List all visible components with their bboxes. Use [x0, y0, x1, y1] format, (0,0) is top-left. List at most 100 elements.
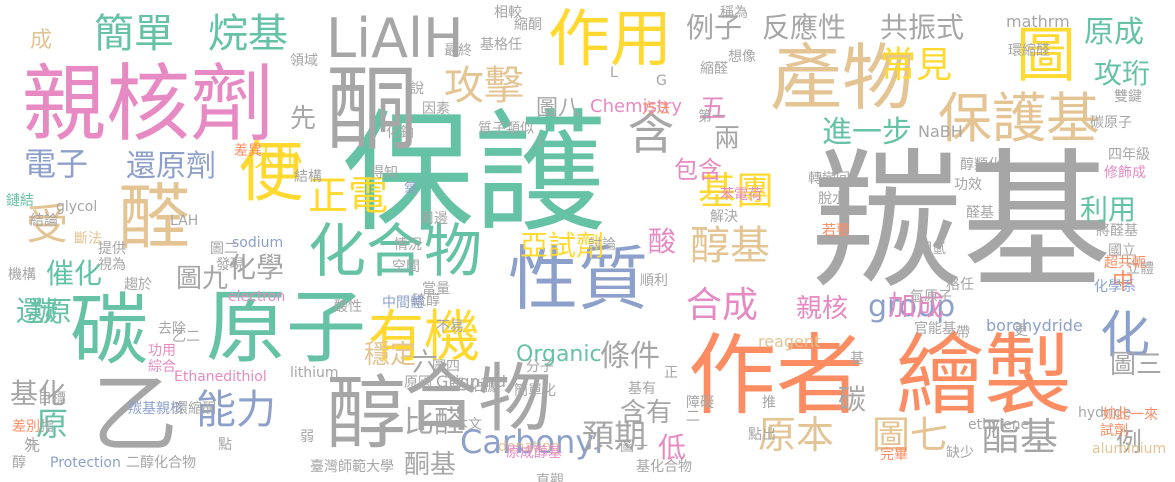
cloud-word: 綜合	[148, 359, 176, 375]
cloud-word: 化學	[228, 251, 285, 284]
cloud-word: 機構	[8, 267, 36, 283]
cloud-word: 還原劑	[126, 149, 216, 184]
cloud-word: 如此一來	[1102, 407, 1158, 423]
cloud-word: G	[656, 73, 667, 89]
cloud-word: 質子	[478, 121, 506, 137]
cloud-word: 二醇化合物	[126, 455, 196, 471]
cloud-word: 解決	[710, 209, 738, 225]
cloud-word: 原子	[206, 281, 366, 374]
cloud-word: 攻珩	[1094, 57, 1151, 90]
cloud-word: 能力	[196, 387, 276, 433]
cloud-word: donating	[498, 439, 561, 455]
cloud-word: Grignard	[436, 372, 506, 391]
cloud-word: 圖八	[536, 96, 581, 121]
cloud-word: 酸	[648, 225, 677, 258]
cloud-word: 趨於	[124, 277, 152, 293]
cloud-word: borohydride	[986, 316, 1083, 335]
cloud-word: 先	[290, 104, 317, 134]
cloud-word: 原成	[1084, 15, 1144, 50]
cloud-word: 五	[700, 94, 727, 124]
cloud-word: 圖三	[1110, 350, 1163, 380]
cloud-word: sodium	[232, 235, 284, 251]
cloud-word: 成	[30, 28, 53, 53]
cloud-word: 酮	[326, 56, 419, 163]
cloud-word: 含有	[620, 398, 673, 428]
cloud-word: 化合物	[308, 217, 483, 285]
cloud-word: 親核劑	[22, 55, 275, 153]
cloud-word: L	[610, 65, 618, 81]
cloud-word: 提供	[98, 241, 126, 257]
cloud-word: 烷基	[208, 11, 288, 57]
cloud-word: 當量	[422, 281, 450, 297]
cloud-word: 醇	[326, 367, 406, 460]
cloud-word: 合物	[404, 356, 552, 442]
cloud-word: 基化	[10, 377, 67, 410]
cloud-word: 進一步	[822, 115, 912, 150]
cloud-word: 氧	[404, 181, 418, 197]
cloud-word: 點	[218, 437, 232, 453]
cloud-word: 中	[1112, 270, 1135, 295]
cloud-word: 周邊	[420, 211, 448, 227]
cloud-word: 碳	[838, 383, 867, 416]
cloud-word: 推	[762, 395, 776, 411]
cloud-word: 轉變回	[808, 171, 850, 187]
cloud-word: 化	[1100, 306, 1150, 364]
cloud-word: 硫醇	[412, 293, 440, 309]
cloud-word: 超共軛	[1104, 255, 1146, 271]
cloud-word: 點出	[748, 427, 776, 443]
cloud-word: 羰基親核	[128, 401, 184, 417]
cloud-word: mathrm	[1006, 12, 1070, 31]
cloud-word: 受	[26, 200, 69, 249]
cloud-word: 直觀	[536, 473, 564, 482]
cloud-word: 圖九	[176, 264, 229, 294]
cloud-word: Chemistry	[590, 96, 683, 117]
cloud-word: 保護基	[938, 87, 1100, 150]
cloud-word: 因素	[422, 101, 450, 117]
cloud-word: 發現	[216, 257, 244, 273]
cloud-word: Protection	[50, 455, 121, 471]
cloud-word: 基團	[698, 169, 775, 213]
cloud-word: 圖	[1016, 21, 1076, 91]
cloud-word: 正	[664, 365, 678, 381]
cloud-word: 圖四	[432, 359, 460, 375]
cloud-word: 目標	[38, 391, 66, 407]
cloud-word: 酯基	[982, 415, 1059, 459]
cloud-word: glycol	[56, 199, 98, 215]
cloud-word: 兩	[714, 124, 741, 154]
cloud-word: Carbonyl	[460, 423, 604, 461]
cloud-word: 縮酮	[514, 17, 542, 33]
cloud-word: 臺灣師範大學	[310, 459, 394, 475]
cloud-word: 領域	[290, 53, 318, 69]
cloud-word: 醇類化	[960, 157, 1002, 173]
cloud-word: 結構	[294, 169, 322, 185]
cloud-word: Organic	[516, 342, 602, 367]
cloud-word: lithium	[290, 365, 339, 381]
cloud-word: 簡單化	[514, 383, 556, 399]
cloud-word: 佔據	[470, 379, 498, 395]
cloud-word: 作用	[548, 2, 673, 75]
cloud-word: aluminium	[1092, 441, 1167, 457]
cloud-word: 作者	[688, 324, 865, 427]
cloud-word: 電子	[24, 145, 89, 183]
cloud-word: 基化合物	[636, 459, 692, 475]
cloud-word: 四年級	[1108, 147, 1150, 163]
cloud-word: Ethanedithiol	[174, 369, 267, 385]
cloud-word: 最終	[444, 43, 472, 59]
cloud-word: 本文	[454, 417, 482, 433]
cloud-word: 弱	[300, 429, 314, 445]
cloud-word: 得知	[370, 165, 398, 181]
cloud-word: 醛基	[966, 205, 994, 221]
cloud-word: 修飾成	[1104, 165, 1146, 181]
cloud-word: 保護	[342, 97, 606, 251]
cloud-word: 便	[238, 134, 304, 211]
cloud-word: 共振式	[880, 11, 965, 44]
cloud-word: 原因	[404, 375, 432, 391]
cloud-word: 二	[686, 409, 700, 425]
cloud-word: 六	[412, 348, 439, 378]
cloud-word: 空間	[392, 259, 420, 275]
cloud-word: 視為	[98, 257, 126, 273]
cloud-word: NaBH	[918, 122, 963, 141]
cloud-word: 方法	[642, 101, 670, 117]
cloud-word: 脫水	[818, 191, 846, 207]
cloud-word: 催化	[46, 257, 103, 290]
